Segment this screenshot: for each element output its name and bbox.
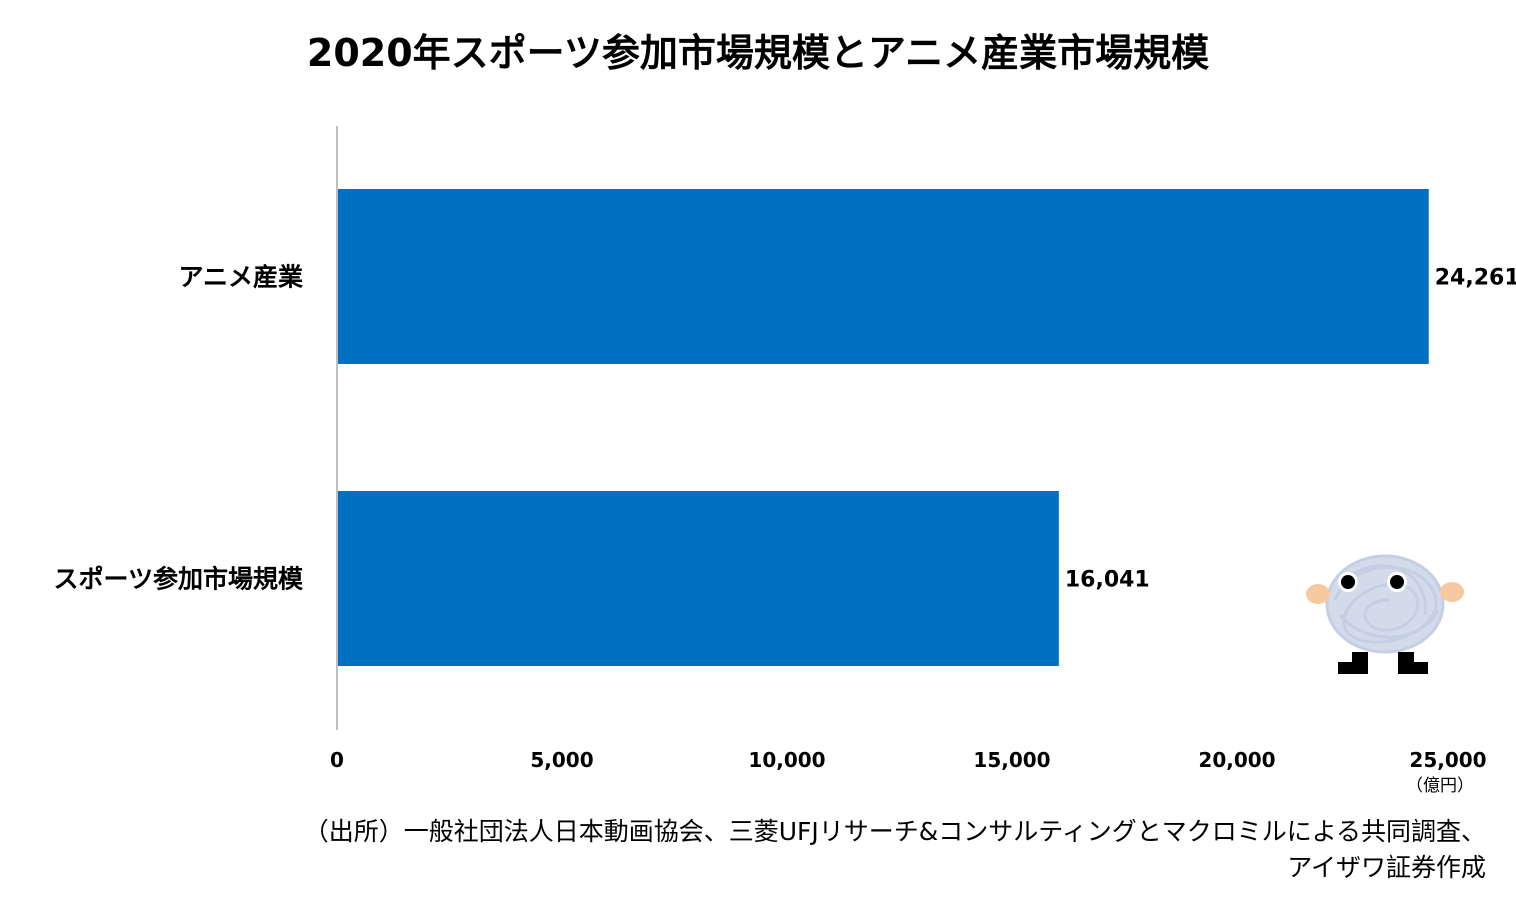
axis-unit-label: （億円） [1406,776,1474,796]
x-tick-label: 10,000 [748,748,825,772]
data-label: 24,261 [1435,266,1516,291]
x-tick-label: 15,000 [973,748,1050,772]
mascot-left-hand [1306,584,1330,604]
mascot-body [1325,554,1445,654]
source-note: （出所）一般社団法人日本動画協会、三菱UFJリサーチ&コンサルティングとマクロミ… [46,814,1486,886]
x-tick-label: 0 [330,748,344,772]
source-note-line: アイザワ証券作成 [1287,853,1486,882]
source-note-line: （出所）一般社団法人日本動画協会、三菱UFJリサーチ&コンサルティングとマクロミ… [303,817,1486,846]
bar [338,491,1059,666]
bar [338,189,1429,364]
mascot-left-foot [1338,652,1368,674]
x-tick-label: 5,000 [530,748,593,772]
mascot-right-hand [1440,582,1464,602]
category-label: アニメ産業 [178,263,303,292]
mascot-right-foot [1398,652,1428,674]
category-label: スポーツ参加市場規模 [53,565,304,594]
mascot-illustration [1306,554,1464,674]
data-label: 16,041 [1065,568,1150,593]
chart-title: 2020年スポーツ参加市場規模とアニメ産業市場規模 [306,31,1210,75]
x-tick-label: 20,000 [1198,748,1275,772]
x-tick-label: 25,000 [1409,748,1486,772]
